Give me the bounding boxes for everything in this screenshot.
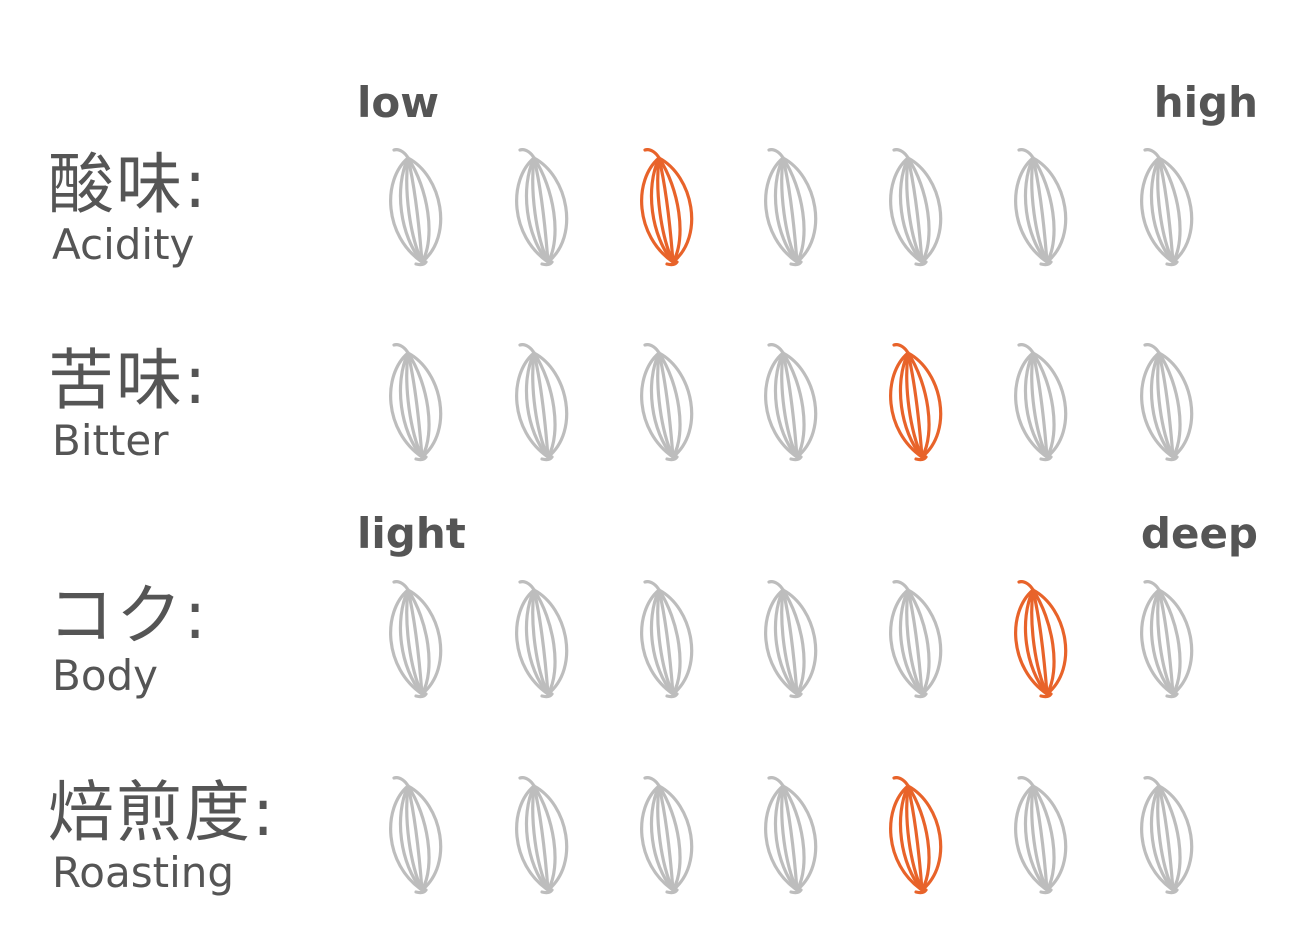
coffee-bean-icon xyxy=(755,343,827,463)
row-label-acidity: 酸味: Acidity xyxy=(48,152,208,266)
bean-row-body xyxy=(0,580,1310,700)
row-label-roasting: 焙煎度: Roasting xyxy=(48,780,276,894)
row-label-jp: 焙煎度: xyxy=(48,774,277,851)
row-label-jp: 酸味: xyxy=(48,146,209,223)
row-label-en: Acidity xyxy=(52,220,195,269)
coffee-bean-icon xyxy=(1131,776,1203,896)
coffee-bean-icon xyxy=(755,148,827,268)
coffee-bean-icon xyxy=(1131,580,1203,700)
row-label-bitter: 苦味: Bitter xyxy=(48,348,208,462)
coffee-bean-icon xyxy=(506,343,578,463)
scale-high-label: high xyxy=(1153,78,1258,127)
row-label-en: Body xyxy=(52,651,159,700)
coffee-bean-icon xyxy=(1005,343,1077,463)
scale-light-label: light xyxy=(357,509,466,558)
coffee-bean-icon xyxy=(380,776,452,896)
coffee-bean-icon xyxy=(755,776,827,896)
coffee-bean-icon xyxy=(380,343,452,463)
coffee-bean-icon xyxy=(1005,776,1077,896)
scale-deep-label: deep xyxy=(1140,509,1258,558)
coffee-bean-icon xyxy=(880,148,952,268)
coffee-bean-icon xyxy=(1005,148,1077,268)
coffee-bean-icon-active xyxy=(880,776,952,896)
coffee-bean-icon-active xyxy=(1005,580,1077,700)
row-label-en: Bitter xyxy=(52,416,169,465)
coffee-bean-icon-active xyxy=(631,148,703,268)
row-label-en: Roasting xyxy=(52,848,235,897)
bean-row-roasting xyxy=(0,776,1310,896)
coffee-bean-icon xyxy=(506,776,578,896)
coffee-bean-icon xyxy=(1131,148,1203,268)
coffee-bean-icon xyxy=(880,580,952,700)
row-label-body: コク: Body xyxy=(48,583,208,697)
coffee-bean-icon xyxy=(380,580,452,700)
scale-low-label: low xyxy=(357,78,440,127)
row-label-jp: コク: xyxy=(48,577,209,654)
row-label-jp: 苦味: xyxy=(48,342,209,419)
coffee-bean-icon xyxy=(755,580,827,700)
bean-row-acidity xyxy=(0,148,1310,268)
coffee-bean-icon-active xyxy=(880,343,952,463)
coffee-bean-icon xyxy=(380,148,452,268)
coffee-bean-icon xyxy=(631,343,703,463)
bean-row-bitter xyxy=(0,343,1310,463)
coffee-bean-icon xyxy=(506,148,578,268)
coffee-bean-icon xyxy=(631,776,703,896)
coffee-bean-icon xyxy=(1131,343,1203,463)
coffee-bean-icon xyxy=(506,580,578,700)
coffee-bean-icon xyxy=(631,580,703,700)
